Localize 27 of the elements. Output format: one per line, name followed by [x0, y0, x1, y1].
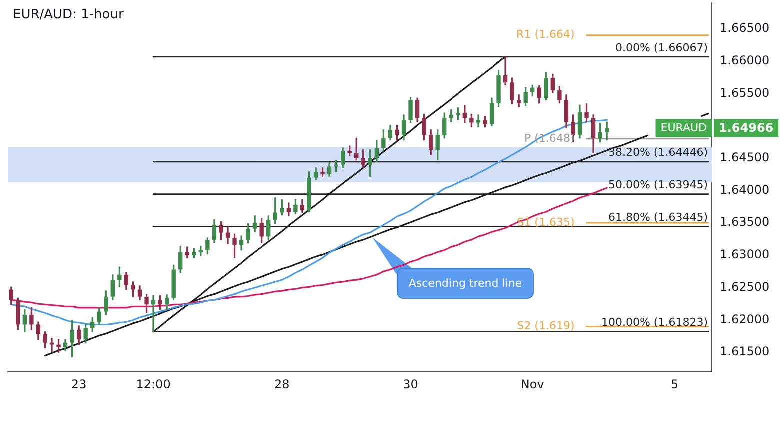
y-tick-label: 1.62500: [720, 280, 770, 294]
series-label: S2 (1.619): [517, 320, 575, 333]
x-tick-label: Nov: [520, 377, 544, 392]
series-label: 61.80% (1.63445): [608, 211, 708, 224]
series-label: 100.00% (1.61823): [601, 316, 708, 330]
y-tick-label: 1.62000: [720, 312, 770, 326]
y-tick-label: 1.65500: [720, 86, 770, 100]
annotation: Ascending trend line: [408, 277, 522, 290]
y-tick-label: 1.61500: [720, 344, 770, 359]
series-label: 0.00% (1.66067): [615, 41, 708, 54]
y-tick-label: 1.63500: [720, 215, 770, 230]
x-tick-label: 30: [403, 377, 418, 392]
y-tick-label: 1.64500: [720, 150, 770, 164]
y-tick-label: 1.66500: [720, 21, 770, 36]
x-tick-label: 28: [274, 377, 290, 392]
x-tick-label: 12:00: [136, 377, 171, 392]
text: 1.64966: [719, 120, 774, 135]
series-label: R1 (1.664): [516, 28, 575, 42]
y-tick-label: 1.64000: [720, 182, 770, 197]
series-label: 38.20% (1.64446): [608, 146, 708, 160]
chart-title: EUR/AUD: 1-hour: [13, 7, 124, 22]
x-tick-label: 5: [670, 377, 679, 392]
series-label: 50.00% (1.63945): [608, 178, 708, 192]
annotation: EURAUD: [660, 122, 707, 135]
x-tick-label: 23: [71, 377, 87, 392]
y-tick-label: 1.63000: [720, 248, 770, 262]
y-tick-label: 1.66000: [720, 53, 770, 68]
